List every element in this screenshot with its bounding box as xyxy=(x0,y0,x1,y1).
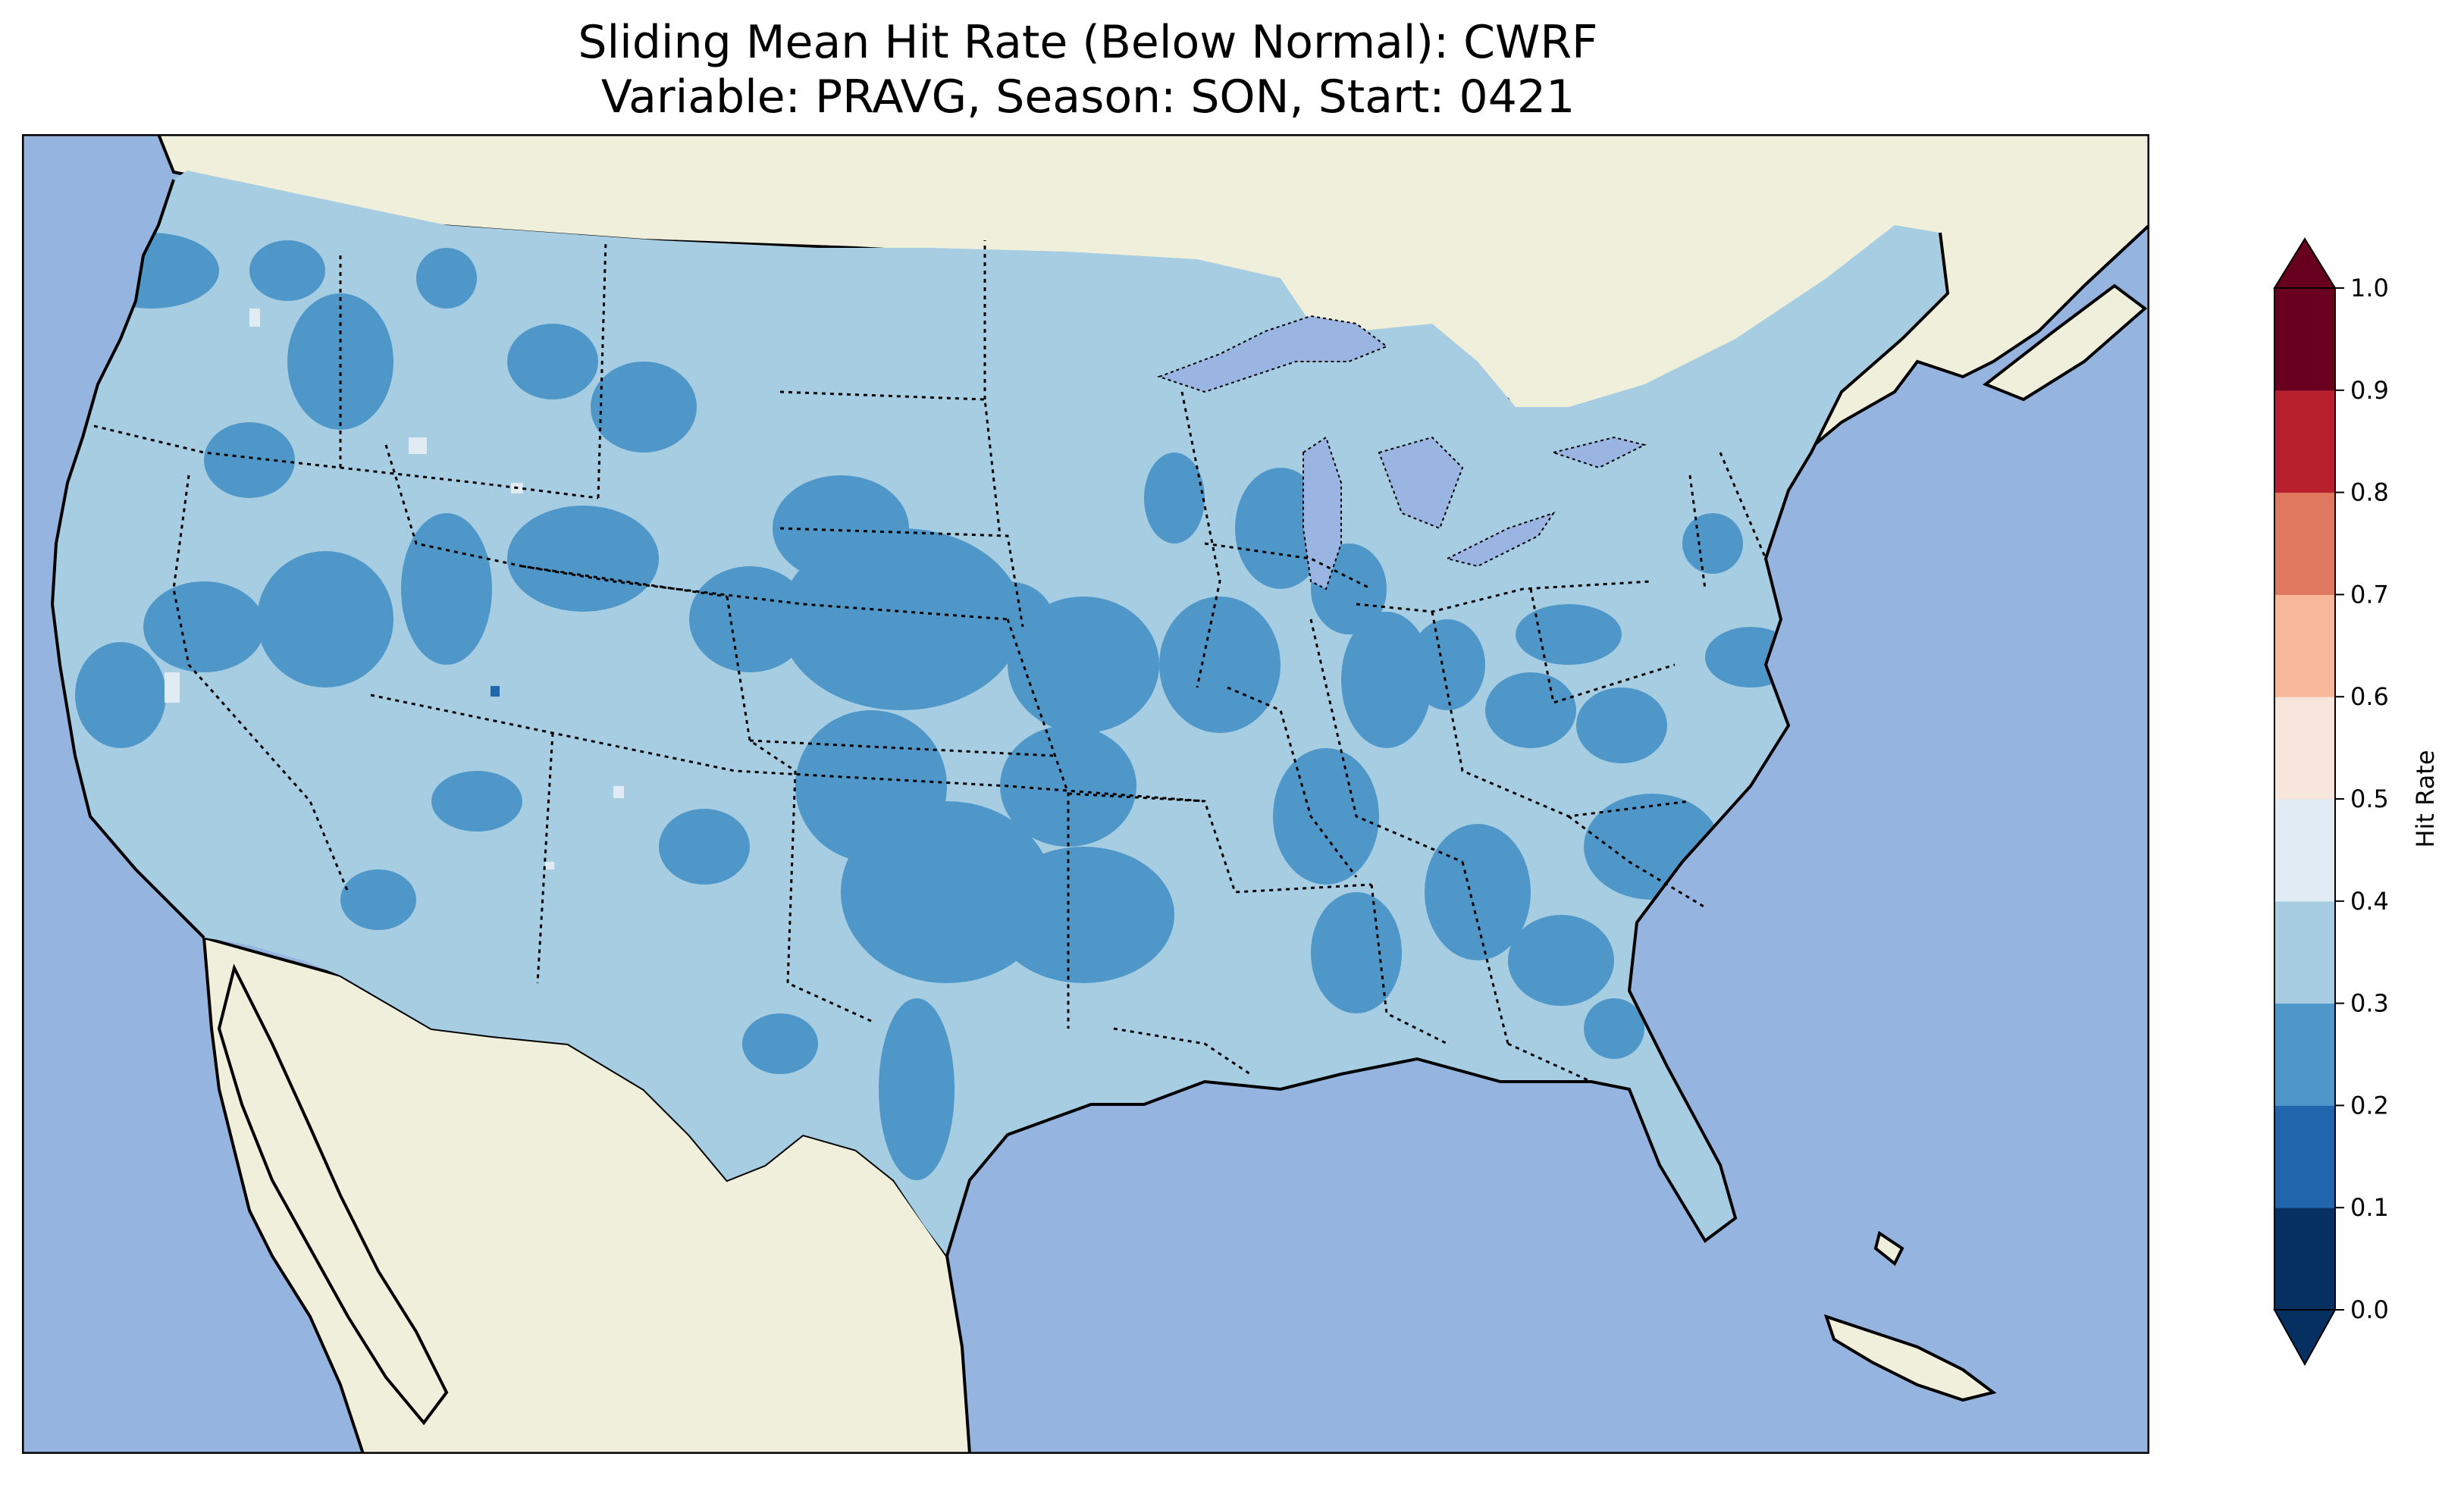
field-patch xyxy=(992,847,1174,983)
field-cell-light xyxy=(613,786,624,798)
field-patch xyxy=(340,869,416,930)
colorbar-segment xyxy=(2274,697,2335,800)
field-patches-0.4-0.5 xyxy=(165,309,624,869)
chart-title: Sliding Mean Hit Rate (Below Normal): CW… xyxy=(578,16,1598,69)
field-patch xyxy=(1409,619,1485,710)
chart-title-block: Sliding Mean Hit Rate (Below Normal): CW… xyxy=(23,15,2153,124)
field-patch xyxy=(1584,998,1644,1059)
field-patch xyxy=(204,422,295,498)
field-patch xyxy=(689,566,810,672)
cuba xyxy=(1823,1314,1997,1402)
lake-ontario xyxy=(1550,436,1647,469)
lake-superior xyxy=(1157,315,1389,393)
colorbar-tick-label: 0.0 xyxy=(2350,1295,2389,1324)
colorbar-segment xyxy=(2274,594,2335,697)
colorbar-ticks: 0.0 0.1 0.2 0.3 0.4 0.5 0.6 0.7 0.8 0.9 1.0 xyxy=(2335,274,2389,1324)
field-patch xyxy=(431,771,522,832)
field-patch xyxy=(75,642,166,748)
field-patch xyxy=(1682,513,1743,574)
field-patch xyxy=(659,809,750,885)
field-patch xyxy=(1425,824,1531,960)
field-patch xyxy=(143,581,265,672)
field-patch xyxy=(1576,687,1667,763)
colorbar-segment xyxy=(2274,799,2335,902)
field-patch xyxy=(591,362,697,453)
field-cell-light xyxy=(409,437,427,454)
field-patch xyxy=(1516,604,1622,665)
field-patch xyxy=(1273,748,1379,885)
field-patch xyxy=(1144,453,1205,543)
field-patch xyxy=(780,528,1023,710)
lake-erie xyxy=(1445,512,1556,568)
field-patch xyxy=(257,551,393,687)
field-cell-light xyxy=(545,862,554,869)
map-border xyxy=(22,134,2149,1454)
colorbar-segment xyxy=(2274,900,2335,1004)
map-panel xyxy=(22,134,2149,1454)
field-patch xyxy=(416,248,477,309)
colorbar-tick-label: 0.6 xyxy=(2350,682,2389,711)
great-lakes xyxy=(1157,315,1647,590)
state-borders xyxy=(93,240,1767,1083)
field-patch xyxy=(249,240,325,301)
colorbar-label: Hit Rate xyxy=(2411,750,2440,847)
colorbar-under-arrow xyxy=(2273,1309,2337,1367)
lake-michigan xyxy=(1303,436,1342,590)
lake-huron xyxy=(1378,436,1464,530)
colorbar-over-arrow xyxy=(2273,237,2337,289)
colorbar-segment xyxy=(2274,1003,2335,1106)
colorbar-segment xyxy=(2274,1207,2335,1311)
field-patch xyxy=(1508,915,1614,1006)
field-patch xyxy=(1159,597,1281,733)
field-patch xyxy=(287,293,393,430)
field-cell-0.1-0.2 xyxy=(491,686,500,697)
colorbar-segment xyxy=(2274,390,2335,493)
colorbar-segment xyxy=(2274,1105,2335,1208)
field-patch xyxy=(1008,597,1159,733)
colorbar-tick-label: 1.0 xyxy=(2350,274,2389,302)
field-patch xyxy=(1341,612,1432,748)
colorbar-tick-label: 0.9 xyxy=(2350,376,2389,405)
bahamas xyxy=(1873,1230,1904,1267)
field-patch xyxy=(1485,672,1576,748)
field-patch xyxy=(507,324,598,399)
colorbar-tick-label: 0.4 xyxy=(2350,887,2389,916)
chart-subtitle: Variable: PRAVG, Season: SON, Start: 042… xyxy=(600,70,1575,124)
colorbar-tick-label: 0.2 xyxy=(2350,1091,2389,1120)
map-canvas xyxy=(22,134,2149,1454)
coastlines xyxy=(50,179,1950,1257)
colorbar-tick-label: 0.1 xyxy=(2350,1193,2389,1222)
colorbar-segment xyxy=(2274,288,2335,391)
field-patch xyxy=(507,506,659,612)
field-cell-light xyxy=(165,672,180,703)
field-patch xyxy=(401,513,492,665)
colorbar-segment xyxy=(2274,492,2335,595)
field-patch xyxy=(1311,892,1402,1013)
nova-scotia xyxy=(1983,283,2148,402)
field-patch xyxy=(879,998,955,1180)
baja-california xyxy=(217,963,449,1426)
colorbar-tick-label: 0.7 xyxy=(2350,580,2389,609)
colorbar-tick-label: 0.3 xyxy=(2350,989,2389,1018)
colorbar-tick-label: 0.8 xyxy=(2350,478,2389,507)
colorbar: 0.0 0.1 0.2 0.3 0.4 0.5 0.6 0.7 0.8 0.9 1.0 Hit Ra… xyxy=(2259,235,2456,1375)
colorbar-svg: 0.0 0.1 0.2 0.3 0.4 0.5 0.6 0.7 0.8 0.9 1.0 Hit Ra… xyxy=(2273,237,2440,1367)
colorbar-tick-label: 0.5 xyxy=(2350,785,2389,813)
field-patch xyxy=(742,1013,818,1074)
colorbar-segments xyxy=(2274,288,2335,1311)
field-cell-light xyxy=(249,309,260,327)
